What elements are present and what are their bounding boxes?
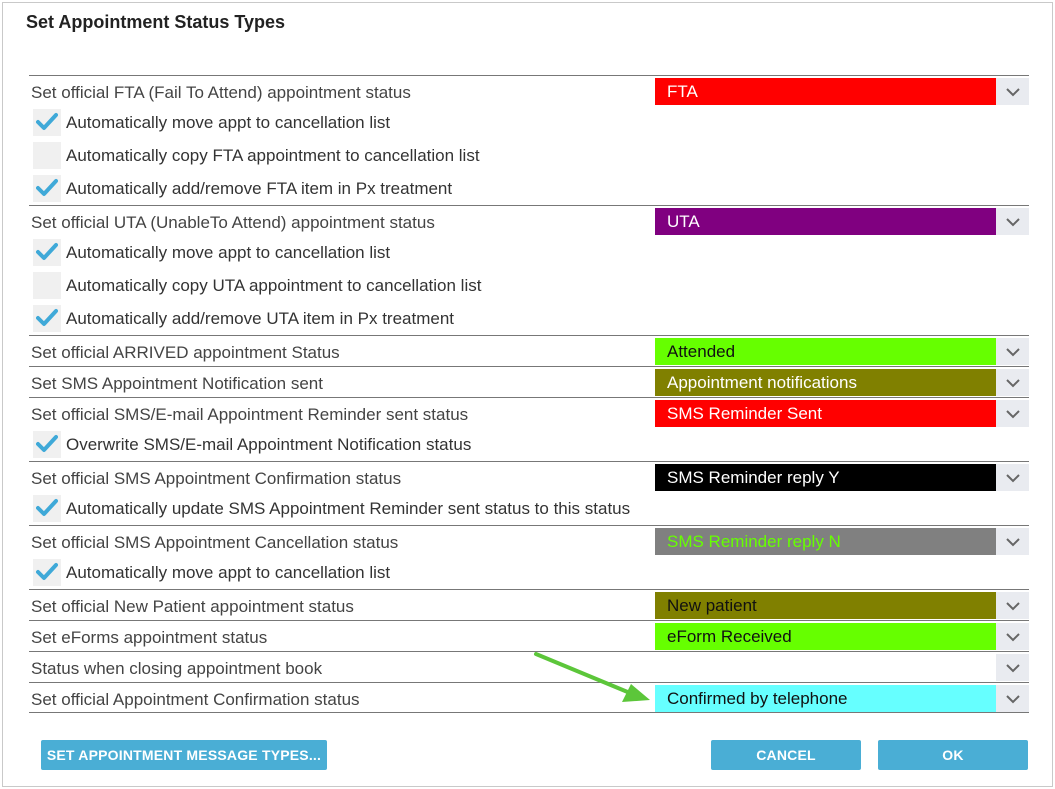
- status-row-label: Set official ARRIVED appointment Status: [31, 343, 340, 362]
- chevron-down-icon[interactable]: [1005, 630, 1021, 642]
- status-select-value: eForm Received: [655, 623, 996, 650]
- checkbox-row: Automatically add/remove UTA item in Px …: [29, 302, 1029, 335]
- checkbox-row: Overwrite SMS/E-mail Appointment Notific…: [29, 428, 1029, 461]
- checkbox-row: Automatically add/remove FTA item in Px …: [29, 172, 1029, 205]
- status-select-value: FTA: [655, 78, 996, 105]
- chevron-down-icon[interactable]: [1005, 215, 1021, 227]
- status-select[interactable]: Attended: [655, 338, 1029, 365]
- status-row: Set SMS Appointment Notification sent App…: [29, 366, 1029, 397]
- checkbox-checked[interactable]: [33, 305, 61, 332]
- status-select[interactable]: Appointment notifications: [655, 369, 1029, 396]
- checkbox-checked[interactable]: [33, 175, 61, 202]
- chevron-down-icon[interactable]: [1005, 692, 1021, 704]
- status-select-value: Attended: [655, 338, 996, 365]
- status-select-value: SMS Reminder reply N: [655, 528, 996, 555]
- chevron-down-icon[interactable]: [1005, 376, 1021, 388]
- checkbox-row: Automatically move appt to cancellation …: [29, 556, 1029, 589]
- status-row-label: Set official UTA (UnableTo Attend) appoi…: [31, 213, 435, 232]
- status-row: Status when closing appointment book: [29, 651, 1029, 682]
- status-row: Set official SMS Appointment Cancellatio…: [29, 525, 1029, 556]
- status-select[interactable]: SMS Reminder Sent: [655, 400, 1029, 427]
- checkbox-label: Automatically move appt to cancellation …: [66, 243, 391, 262]
- annotation-arrow-icon: [534, 652, 650, 702]
- checkbox-label: Automatically move appt to cancellation …: [66, 113, 391, 132]
- checkbox-label: Automatically copy UTA appointment to ca…: [66, 276, 482, 295]
- checkbox-checked[interactable]: [33, 431, 61, 458]
- checkbox-checked[interactable]: [33, 239, 61, 266]
- status-select-value: UTA: [655, 208, 996, 235]
- status-row-label: Set eForms appointment status: [31, 628, 268, 647]
- status-row: Set official UTA (UnableTo Attend) appoi…: [29, 205, 1029, 236]
- checkbox-unchecked[interactable]: [33, 142, 61, 169]
- status-row-label: Set official SMS Appointment Cancellatio…: [31, 533, 399, 552]
- status-row-label: Set official New Patient appointment sta…: [31, 597, 354, 616]
- status-select[interactable]: SMS Reminder reply N: [655, 528, 1029, 555]
- chevron-down-icon[interactable]: [1005, 345, 1021, 357]
- status-select[interactable]: New patient: [655, 592, 1029, 619]
- checkbox-unchecked[interactable]: [33, 272, 61, 299]
- status-select-value: Appointment notifications: [655, 369, 996, 396]
- status-row-label: Set official SMS Appointment Confirmatio…: [31, 469, 402, 488]
- status-select-value: Confirmed by telephone: [655, 685, 996, 712]
- checkbox-checked[interactable]: [33, 559, 61, 586]
- checkbox-checked[interactable]: [33, 109, 61, 136]
- ok-button[interactable]: OK: [878, 740, 1028, 770]
- status-select[interactable]: Confirmed by telephone: [655, 685, 1029, 712]
- chevron-down-icon[interactable]: [1005, 471, 1021, 483]
- chevron-down-icon[interactable]: [1005, 661, 1021, 673]
- checkbox-row: Automatically copy FTA appointment to ca…: [29, 139, 1029, 172]
- status-row: Set official ARRIVED appointment Status A…: [29, 335, 1029, 366]
- chevron-down-icon[interactable]: [1005, 407, 1021, 419]
- checkbox-checked[interactable]: [33, 495, 61, 522]
- dialog-title: Set Appointment Status Types: [26, 12, 286, 32]
- cancel-button[interactable]: CANCEL: [711, 740, 861, 770]
- status-row: Set official New Patient appointment sta…: [29, 589, 1029, 620]
- status-row-label: Set official FTA (Fail To Attend) appoin…: [31, 83, 411, 102]
- chevron-down-icon[interactable]: [1005, 535, 1021, 547]
- checkbox-label: Automatically move appt to cancellation …: [66, 563, 391, 582]
- status-row: Set official SMS/E-mail Appointment Remi…: [29, 397, 1029, 428]
- status-row: Set official SMS Appointment Confirmatio…: [29, 461, 1029, 492]
- status-row-label: Status when closing appointment book: [31, 659, 323, 678]
- status-select-value: SMS Reminder reply Y: [655, 464, 996, 491]
- set-appointment-message-types-button[interactable]: SET APPOINTMENT MESSAGE TYPES...: [41, 740, 327, 770]
- status-row-label: Set official Appointment Confirmation st…: [31, 690, 360, 709]
- status-select-value: SMS Reminder Sent: [655, 400, 996, 427]
- checkbox-label: Automatically copy FTA appointment to ca…: [66, 146, 480, 165]
- status-select[interactable]: UTA: [655, 208, 1029, 235]
- status-row: Set eForms appointment status eForm Recei…: [29, 620, 1029, 651]
- chevron-down-icon[interactable]: [1005, 599, 1021, 611]
- checkbox-label: Automatically update SMS Appointment Rem…: [66, 499, 631, 518]
- status-select[interactable]: SMS Reminder reply Y: [655, 464, 1029, 491]
- checkbox-row: Automatically update SMS Appointment Rem…: [29, 492, 1029, 525]
- status-row: Set official Appointment Confirmation st…: [29, 682, 1029, 713]
- status-row-label: Set official SMS/E-mail Appointment Remi…: [31, 405, 469, 424]
- checkbox-label: Automatically add/remove UTA item in Px …: [66, 309, 455, 328]
- status-select-value: [655, 654, 996, 681]
- status-select[interactable]: eForm Received: [655, 623, 1029, 650]
- checkbox-row: Automatically copy UTA appointment to ca…: [29, 269, 1029, 302]
- checkbox-label: Automatically add/remove FTA item in Px …: [66, 179, 453, 198]
- status-row-label: Set SMS Appointment Notification sent: [31, 374, 323, 393]
- checkbox-row: Automatically move appt to cancellation …: [29, 236, 1029, 269]
- status-settings-list: Set official FTA (Fail To Attend) appoin…: [29, 75, 1029, 713]
- chevron-down-icon[interactable]: [1005, 85, 1021, 97]
- status-row: Set official FTA (Fail To Attend) appoin…: [29, 75, 1029, 106]
- checkbox-label: Overwrite SMS/E-mail Appointment Notific…: [66, 435, 472, 454]
- status-select-value: New patient: [655, 592, 996, 619]
- status-select[interactable]: FTA: [655, 78, 1029, 105]
- status-select[interactable]: [655, 654, 1029, 681]
- checkbox-row: Automatically move appt to cancellation …: [29, 106, 1029, 139]
